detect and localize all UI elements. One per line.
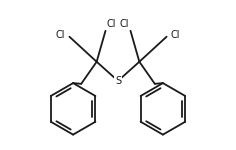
Text: S: S	[115, 76, 121, 86]
Text: Cl: Cl	[107, 19, 116, 29]
Text: Cl: Cl	[55, 30, 65, 40]
Text: Cl: Cl	[120, 19, 129, 29]
Text: Cl: Cl	[171, 30, 181, 40]
